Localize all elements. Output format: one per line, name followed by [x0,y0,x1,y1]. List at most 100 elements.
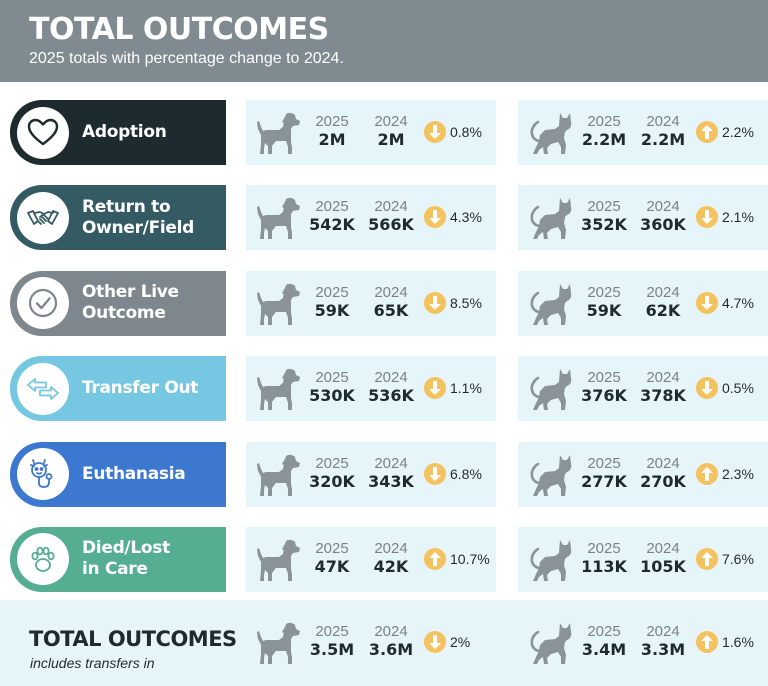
dog-stat-box: 2025 542K 2024 566K 4.3% [246,185,496,251]
change-arrow [424,206,446,229]
percent-change: 1.6% [722,634,754,650]
cat-silhouette [527,195,575,241]
checkmark-icon [17,277,69,330]
year-label: 2025 [315,113,349,130]
change-arrow [424,462,446,485]
arrow-up-icon [429,551,441,566]
cat-silhouette [527,110,575,156]
value-2024: 378K [640,386,686,406]
change-arrow [424,547,446,570]
year-label: 2024 [646,623,680,640]
cat-stat-box: 2025 2.2M 2024 2.2M 2.2% [518,100,768,165]
value-2025: 3.5M [309,640,355,659]
cat-stat-box: 2025 352K 2024 360K 2.1% [518,185,768,251]
header-banner: TOTAL OUTCOMES 2025 totals with percenta… [0,0,768,82]
change-arrow [424,121,446,143]
year-label: 2025 [315,369,349,387]
year-label: 2024 [374,283,408,301]
value-2025: 320K [309,471,355,491]
dog-stat-box: 2025 47K 2024 42K 10.7% [246,526,496,592]
cat-icon [530,198,572,240]
value-2025: 59K [586,300,622,320]
year-label: 2025 [315,198,349,216]
category-label: Euthanasia [82,463,186,484]
year-label: 2025 [587,113,621,130]
year-label: 2024 [374,198,408,216]
dog-stat-box: 2025 59K 2024 65K 8.5% [246,270,496,336]
value-2025: 2M [318,130,346,149]
category-label: Transfer Out [82,378,199,399]
year-2025-column: 2025 59K [304,284,360,321]
value-2024: 3.3M [640,640,686,659]
cat-icon [530,454,572,496]
value-2024: 536K [368,386,414,406]
dog-icon [257,454,300,496]
dog-icon [257,283,300,325]
year-2024-column: 2024 105K [635,540,691,577]
year-label: 2025 [315,454,349,472]
year-label: 2025 [315,623,349,640]
percent-change: 8.5% [450,294,482,311]
cat-stat-box: 2025 59K 2024 62K 4.7% [518,270,768,336]
year-label: 2024 [646,283,680,301]
dog-stat-box: 2025 2M 2024 2M 0.8% [246,100,496,165]
outcome-rows: Adoption 2025 2M 2024 2M 0.8% 2025 2.2M 2024 2.2M… [0,100,768,612]
cat-icon [530,539,572,581]
year-label: 2024 [374,454,408,472]
total-title: TOTAL OUTCOMES [29,627,237,651]
category-pill: Euthanasia [10,441,226,507]
total-subtitle: includes transfers in [30,655,155,671]
percent-change: 1.1% [450,380,482,397]
year-label: 2025 [587,539,621,557]
year-label: 2025 [587,369,621,387]
percent-change: 0.5% [722,380,754,397]
year-2025-column: 2025 530K [304,369,360,406]
dog-silhouette [255,281,303,327]
arrow-down-icon [701,381,713,396]
change-arrow [696,291,718,314]
year-2025-column: 2025 47K [304,540,360,577]
value-2024: 65K [373,300,409,320]
year-label: 2025 [315,539,349,557]
category-pill: Adoption [10,100,226,165]
year-label: 2025 [587,623,621,640]
value-2024: 566K [368,215,414,235]
year-2025-column: 2025 3.5M [304,623,360,660]
arrow-down-icon [429,635,441,649]
dog-icon [257,539,300,581]
value-2025: 59K [314,300,350,320]
outcome-row: Other Live Outcome 2025 59K 2024 65K 8.5% 2025… [0,270,768,336]
handshake-icon [17,191,69,244]
value-2024: 270K [640,471,686,491]
percent-change: 2.3% [722,465,754,482]
dog-stat-box: 2025 3.5M 2024 3.6M 2% [246,610,496,675]
year-label: 2024 [374,539,408,557]
outcome-row: Euthanasia 2025 320K 2024 343K 6.8% 2025 277K 20… [0,441,768,507]
change-arrow [696,462,718,485]
year-2025-column: 2025 2.2M [576,113,632,150]
cat-silhouette [527,452,575,498]
cat-stat-box: 2025 113K 2024 105K 7.6% [518,526,768,592]
stethoscope-icon [17,448,69,501]
change-arrow [696,206,718,229]
year-2024-column: 2024 42K [363,540,419,577]
year-2024-column: 2024 2M [363,113,419,150]
value-2025: 376K [581,386,627,406]
dog-icon [257,198,300,240]
dog-silhouette [255,537,303,583]
value-2025: 47K [314,556,350,576]
year-2024-column: 2024 378K [635,369,691,406]
cat-icon [530,113,572,154]
cat-stat-box: 2025 3.4M 2024 3.3M 1.6% [518,610,768,675]
percent-change: 4.7% [722,294,754,311]
category-label: Return to Owner/Field [82,196,195,238]
dog-stat-box: 2025 530K 2024 536K 1.1% [246,356,496,422]
change-arrow [424,291,446,314]
percent-change: 7.6% [722,550,754,567]
year-2024-column: 2024 360K [635,198,691,235]
category-pill: Transfer Out [10,356,226,422]
transfer-arrows-icon [17,362,69,415]
cat-icon [530,283,572,325]
arrow-down-icon [701,210,713,225]
year-2024-column: 2024 270K [635,455,691,492]
